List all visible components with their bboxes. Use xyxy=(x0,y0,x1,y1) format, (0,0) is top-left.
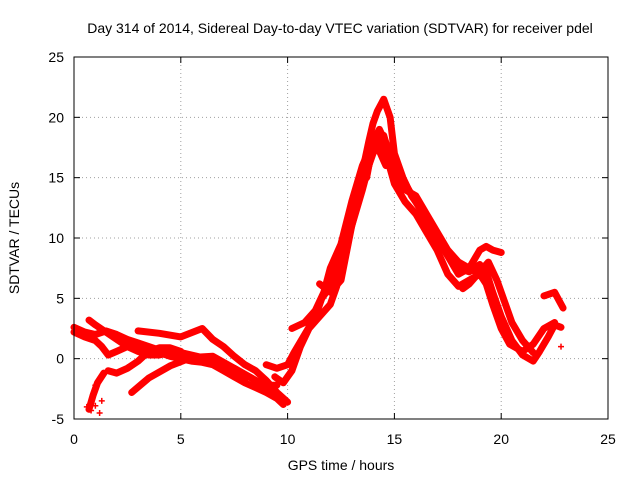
y-tick-label: 20 xyxy=(48,109,64,125)
y-tick-label: -5 xyxy=(52,411,65,427)
grid-lines xyxy=(74,57,608,419)
y-tick-label: 10 xyxy=(48,230,64,246)
series-track-3 xyxy=(85,316,249,383)
data-point-marker xyxy=(98,397,105,404)
series-track-6 xyxy=(85,369,108,413)
y-tick-label: 0 xyxy=(56,351,64,367)
series-track-14 xyxy=(363,140,390,182)
series-track-5 xyxy=(104,344,185,377)
y-axis-label: SDTVAR / TECUs xyxy=(6,182,22,294)
x-axis-label: GPS time / hours xyxy=(288,457,395,473)
y-tick-label: 25 xyxy=(48,49,64,65)
plot-frame xyxy=(73,56,609,420)
series-track-4 xyxy=(134,325,292,406)
series-track-1 xyxy=(70,328,287,408)
data-point-marker xyxy=(88,407,95,414)
data-point-marker xyxy=(558,343,565,350)
plot-area xyxy=(70,95,567,416)
x-tick-label: 25 xyxy=(600,431,616,447)
x-tick-label: 0 xyxy=(70,431,78,447)
y-tick-label: 15 xyxy=(48,170,64,186)
y-tick-label: 5 xyxy=(56,290,64,306)
series-track-9 xyxy=(271,131,559,387)
data-point-marker xyxy=(92,402,99,409)
series-track-12 xyxy=(540,288,567,312)
chart-title: Day 314 of 2014, Sidereal Day-to-day VTE… xyxy=(87,20,593,36)
data-point-marker xyxy=(96,409,103,416)
data-point-marker xyxy=(83,403,90,410)
data-point-marker xyxy=(92,382,99,389)
series-track-11 xyxy=(316,131,484,296)
x-tick-label: 5 xyxy=(177,431,185,447)
x-tick-label: 20 xyxy=(493,431,509,447)
x-tick-label: 15 xyxy=(387,431,403,447)
series-track-7 xyxy=(128,352,274,396)
x-tick-label: 10 xyxy=(280,431,296,447)
series-track-13 xyxy=(459,258,537,357)
